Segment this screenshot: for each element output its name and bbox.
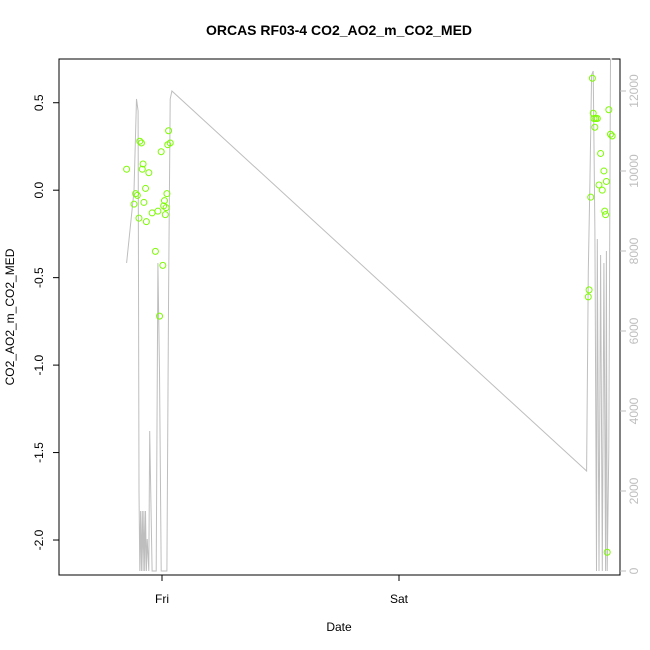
data-point bbox=[130, 200, 138, 208]
data-point bbox=[151, 247, 159, 255]
y-tick-label: 0.5 bbox=[32, 94, 46, 111]
y-tick-label: 0.0 bbox=[32, 182, 46, 199]
data-point bbox=[600, 167, 608, 175]
data-point bbox=[602, 211, 610, 219]
data-point bbox=[142, 218, 150, 226]
right-axis: 0 2000 4000 6000 8000 10000 12000 bbox=[620, 74, 641, 574]
chart-title: ORCAS RF03-4 CO2_AO2_m_CO2_MED bbox=[206, 22, 472, 38]
y-tick-label: -1.0 bbox=[32, 354, 46, 375]
y2-tick-label: 10000 bbox=[627, 154, 641, 188]
series-line bbox=[126, 58, 613, 572]
data-point bbox=[606, 130, 614, 138]
x-tick-label: Sat bbox=[390, 592, 409, 606]
data-point bbox=[145, 169, 153, 177]
data-point bbox=[608, 132, 616, 140]
data-point bbox=[163, 190, 171, 198]
series-points bbox=[123, 74, 616, 556]
y2-tick-label: 2000 bbox=[627, 477, 641, 504]
data-point bbox=[595, 181, 603, 189]
data-point bbox=[157, 148, 165, 156]
data-point bbox=[137, 139, 145, 147]
y-tick-label: -2.0 bbox=[32, 529, 46, 550]
data-point bbox=[605, 106, 613, 114]
data-point bbox=[140, 198, 148, 206]
data-point bbox=[132, 190, 140, 198]
data-point bbox=[142, 184, 150, 192]
data-point bbox=[166, 139, 174, 147]
data-point bbox=[135, 214, 143, 222]
data-point bbox=[593, 114, 601, 122]
bottom-axis: Fri Sat bbox=[155, 575, 409, 606]
data-point bbox=[598, 186, 606, 194]
y2-tick-label: 8000 bbox=[627, 237, 641, 264]
data-point bbox=[601, 207, 609, 215]
data-point bbox=[156, 312, 164, 320]
data-point bbox=[588, 74, 596, 82]
data-point bbox=[597, 149, 605, 157]
data-point bbox=[159, 261, 167, 269]
data-point bbox=[148, 209, 156, 217]
altitude-line bbox=[126, 58, 613, 572]
y2-tick-label: 4000 bbox=[627, 397, 641, 424]
left-axis: -2.0 -1.5 -1.0 -0.5 0.0 0.5 bbox=[32, 94, 59, 550]
x-tick-label: Fri bbox=[155, 592, 169, 606]
data-point bbox=[603, 548, 611, 556]
data-point bbox=[591, 123, 599, 131]
y2-tick-label: 12000 bbox=[627, 74, 641, 108]
data-point bbox=[154, 207, 162, 215]
data-point bbox=[165, 127, 173, 135]
y-tick-label: -1.5 bbox=[32, 442, 46, 463]
data-point bbox=[585, 286, 593, 294]
data-point bbox=[584, 293, 592, 301]
data-point bbox=[123, 165, 131, 173]
data-point bbox=[602, 177, 610, 185]
data-point bbox=[139, 160, 147, 168]
y2-tick-label: 0 bbox=[627, 567, 641, 574]
x-axis-label: Date bbox=[326, 620, 352, 634]
y-axis-label: CO2_AO2_m_CO2_MED bbox=[3, 248, 17, 385]
y2-tick-label: 6000 bbox=[627, 317, 641, 344]
data-point bbox=[160, 197, 168, 205]
data-point bbox=[136, 137, 144, 145]
data-point bbox=[161, 211, 169, 219]
plot-frame bbox=[58, 58, 621, 576]
data-point bbox=[133, 191, 141, 199]
data-point bbox=[587, 193, 595, 201]
y-tick-label: -0.5 bbox=[32, 267, 46, 288]
data-point bbox=[138, 165, 146, 173]
data-point bbox=[162, 204, 170, 212]
